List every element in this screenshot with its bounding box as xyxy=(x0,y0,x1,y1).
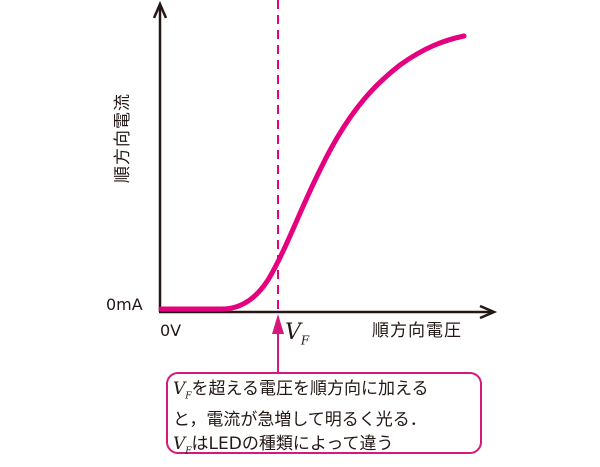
vf-sub: F xyxy=(300,333,310,348)
vf-v: V xyxy=(285,320,301,345)
x-origin-label: 0V xyxy=(160,321,182,340)
vf-v: V xyxy=(173,379,186,399)
vf-sub: F xyxy=(185,391,192,402)
vf-sub: F xyxy=(185,446,192,457)
vf-marker-label: VF xyxy=(285,320,309,347)
annotation-callout: VFを超える電圧を順方向に加える と，電流が急増して明るく光る． VFはLEDの… xyxy=(166,372,482,457)
x-axis-arrow-icon xyxy=(479,304,498,320)
y-origin-label: 0mA xyxy=(106,295,143,314)
vf-v: V xyxy=(173,434,186,455)
callout-text: はLEDの種類によって違う xyxy=(191,434,394,455)
up-arrow-icon xyxy=(272,314,284,334)
callout-line-3: VFはLEDの種類によって違う xyxy=(173,432,480,463)
callout-line-1: VFを超える電圧を順方向に加える xyxy=(173,377,480,408)
y-axis-arrow-icon xyxy=(152,0,168,19)
callout-text: を超える電圧を順方向に加える xyxy=(191,379,429,399)
iv-curve xyxy=(158,33,467,312)
y-axis-label: 順方向電流 xyxy=(113,93,133,183)
callout-line-2: と，電流が急増して明るく光る． xyxy=(173,410,427,431)
x-axis-label: 順方向電圧 xyxy=(372,321,462,341)
